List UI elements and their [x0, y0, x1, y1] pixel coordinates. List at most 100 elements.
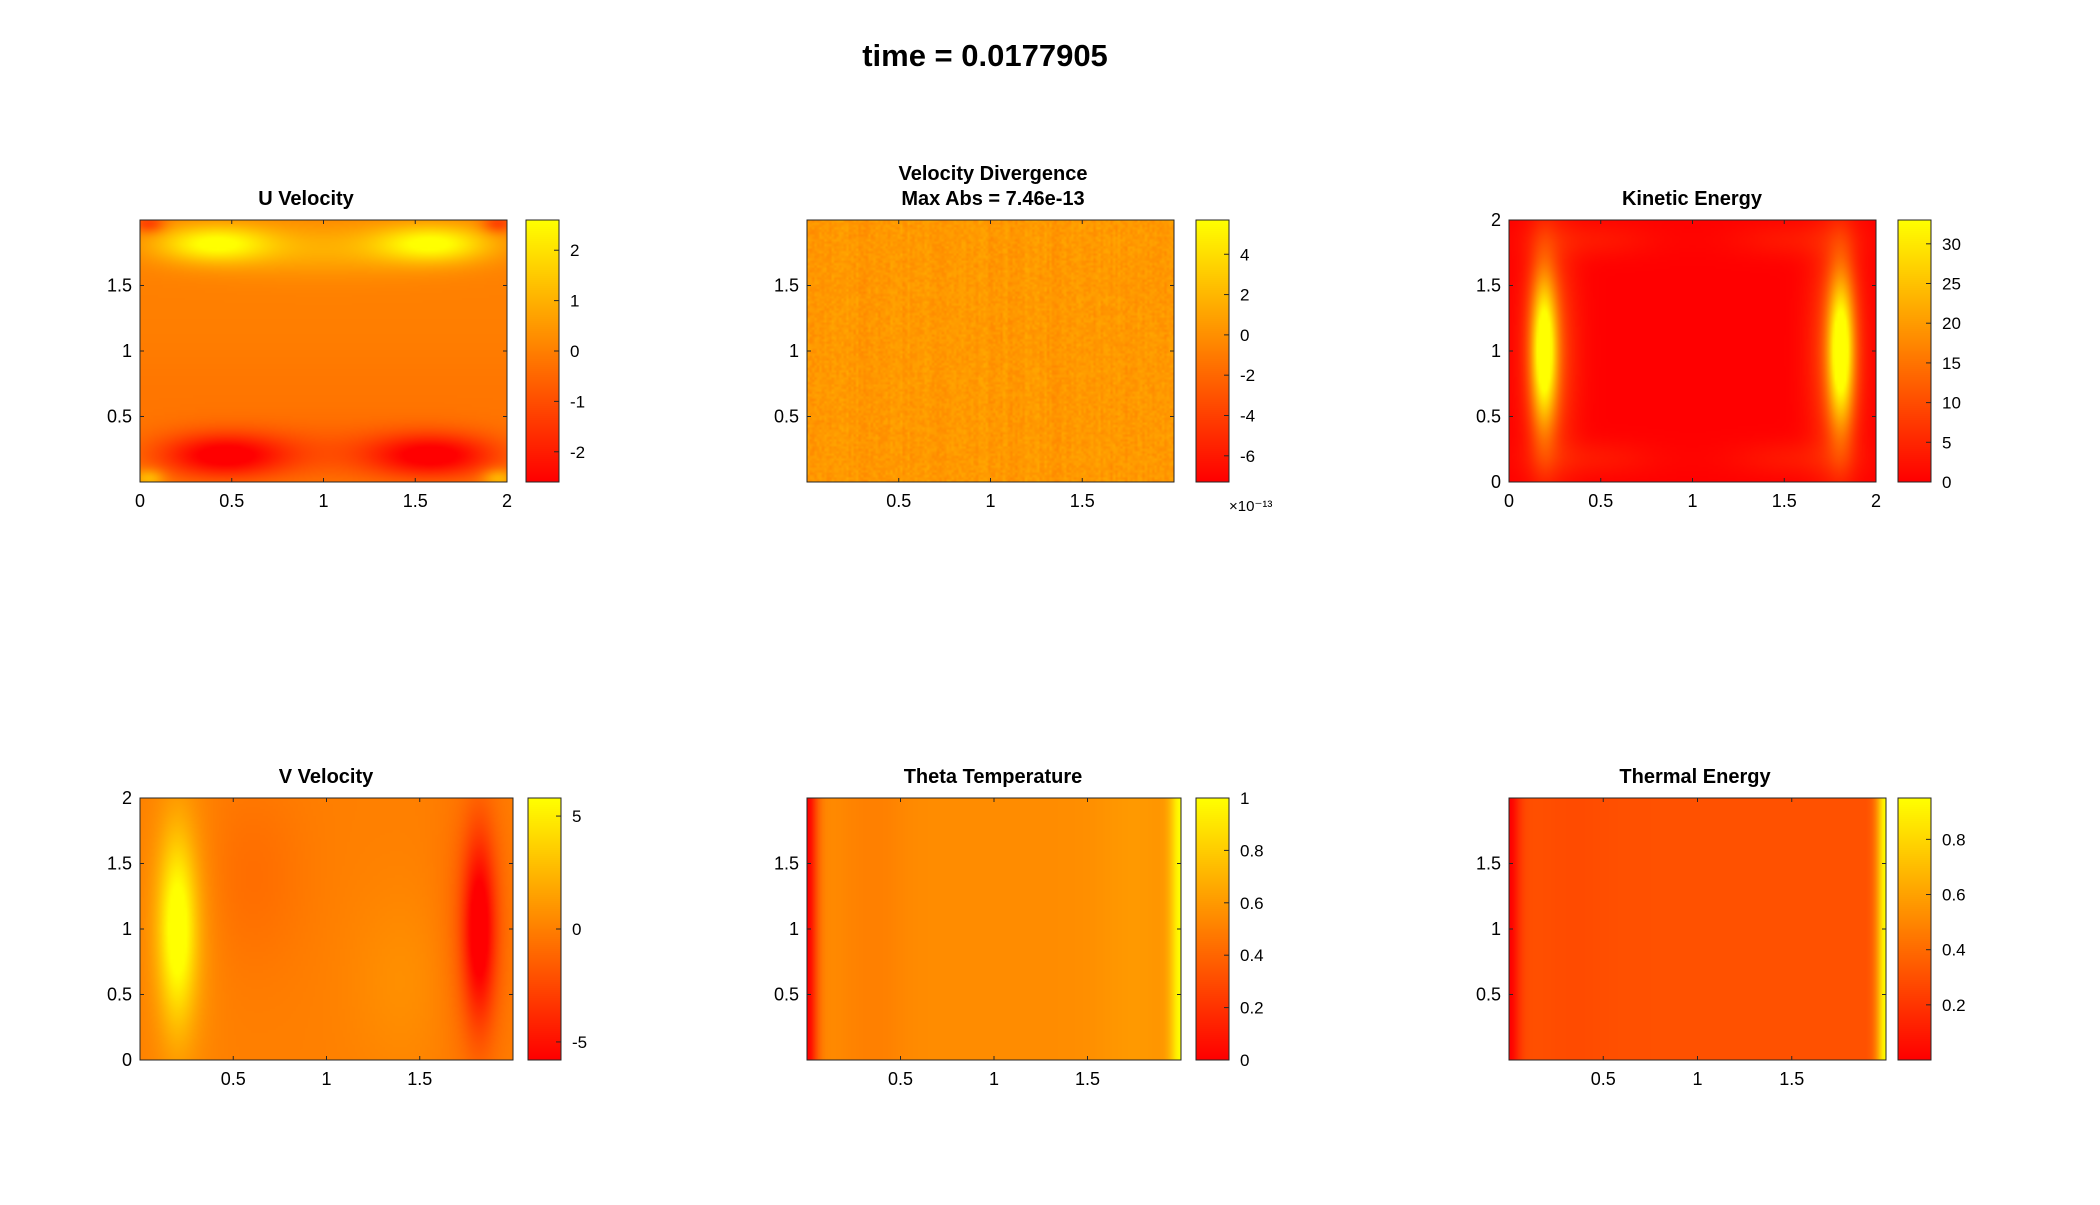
y-tick-label: 1.5 — [107, 276, 132, 296]
y-tick-label: 0.5 — [1476, 407, 1501, 427]
colorbar-box — [1897, 219, 1932, 483]
colorbar-tick-label: 30 — [1942, 235, 1961, 254]
x-tick-label: 1.5 — [1772, 491, 1797, 511]
x-tick-label: 0 — [135, 491, 145, 511]
y-tick-label: 1.5 — [107, 854, 132, 874]
colorbar-tick-label: 0.4 — [1942, 941, 1966, 960]
y-tick-label: 0.5 — [774, 985, 799, 1005]
subplot-title: Thermal Energy — [1619, 766, 1771, 788]
x-tick-label: 0.5 — [888, 1069, 913, 1089]
subplot-title: Theta Temperature — [904, 766, 1083, 788]
colorbar-tick-label: 0 — [1240, 326, 1249, 345]
colorbar — [526, 220, 559, 482]
x-tick-label: 1 — [1692, 1069, 1702, 1089]
x-tick-label: 1 — [989, 1069, 999, 1089]
x-tick-label: 1.5 — [407, 1069, 432, 1089]
colorbar-tick-label: 15 — [1942, 354, 1961, 373]
subplot-title: U Velocity — [258, 188, 354, 210]
colorbar-tick-label: 1 — [1240, 789, 1249, 808]
x-tick-label: 1 — [318, 491, 328, 511]
colorbar-tick-label: 2 — [570, 241, 579, 260]
colorbar-tick-label: -2 — [1240, 366, 1255, 385]
colorbar-tick-label: 0.4 — [1240, 946, 1264, 965]
colorbar-tick-label: 0.6 — [1240, 894, 1264, 913]
subplot-4: V Velocity 0.5 1 1.5 0 0.5 1 1.5 2 -5 0 5 — [107, 766, 587, 1089]
subplot-1: U Velocity 0 0.5 1 1.5 2 0.5 1 1.5 -2 -1 0 1 2 — [107, 188, 585, 511]
heatmap-image — [1509, 798, 1886, 1060]
x-tick-label: 0 — [1504, 491, 1514, 511]
y-tick-label: 0 — [1491, 472, 1501, 492]
colorbar-tick-label: 5 — [1942, 433, 1951, 452]
colorbar-exponent: ×10⁻¹³ — [1229, 498, 1272, 515]
colorbar-box — [1897, 797, 1932, 1061]
heatmap-image — [140, 220, 507, 482]
colorbar-tick-label: 4 — [1240, 245, 1249, 264]
colorbar-box — [1195, 219, 1230, 483]
colorbar-tick-label: 0.8 — [1942, 830, 1966, 849]
colorbar-tick-label: 2 — [1240, 286, 1249, 305]
colorbar — [1898, 220, 1931, 482]
y-tick-label: 1.5 — [1476, 276, 1501, 296]
y-tick-label: 1.5 — [774, 854, 799, 874]
colorbar-tick-label: 0.2 — [1240, 999, 1264, 1018]
colorbar-tick-label: 0 — [570, 342, 579, 361]
y-tick-label: 1 — [789, 919, 799, 939]
subplot-2: Velocity Divergence Max Abs = 7.46e-13 0.5… — [774, 163, 1272, 515]
y-tick-label: 2 — [1491, 210, 1501, 230]
y-tick-label: 1 — [789, 341, 799, 361]
x-tick-label: 0.5 — [221, 1069, 246, 1089]
y-tick-label: 2 — [122, 788, 132, 808]
x-tick-label: 1 — [321, 1069, 331, 1089]
x-tick-label: 2 — [1871, 491, 1881, 511]
subplot-title: Velocity Divergence — [899, 163, 1088, 185]
colorbar-tick-label: -1 — [570, 392, 585, 411]
colorbar — [1898, 798, 1931, 1060]
y-tick-label: 1 — [1491, 341, 1501, 361]
x-tick-label: 0.5 — [1591, 1069, 1616, 1089]
heatmap-image — [807, 798, 1181, 1060]
colorbar-tick-label: 0 — [1942, 473, 1951, 492]
y-tick-label: 1.5 — [774, 276, 799, 296]
colorbar-tick-label: 20 — [1942, 314, 1961, 333]
x-tick-label: 0.5 — [219, 491, 244, 511]
subplot-title: V Velocity — [279, 766, 374, 788]
colorbar-tick-label: -6 — [1240, 447, 1255, 466]
x-tick-label: 2 — [502, 491, 512, 511]
y-tick-label: 1 — [122, 919, 132, 939]
figure-title: time = 0.0177905 — [862, 38, 1108, 73]
subplot-5: Theta Temperature 0.5 1 1.5 0.5 1 1.5 0 0.2 0.4 0.… — [774, 766, 1264, 1089]
x-tick-label: 1 — [1687, 491, 1697, 511]
y-tick-label: 0.5 — [1476, 985, 1501, 1005]
colorbar — [528, 798, 561, 1060]
y-tick-label: 0 — [122, 1050, 132, 1070]
colorbar — [1196, 220, 1229, 482]
colorbar-box — [1195, 797, 1230, 1061]
x-tick-label: 1.5 — [1075, 1069, 1100, 1089]
y-tick-label: 0.5 — [774, 407, 799, 427]
subplot-6: Thermal Energy 0.5 1 1.5 0.5 1 1.5 0.2 0.4 0.6 0.8 — [1476, 766, 1966, 1089]
colorbar-tick-label: -2 — [570, 443, 585, 462]
colorbar-tick-label: 0 — [572, 920, 581, 939]
y-tick-label: 1 — [1491, 919, 1501, 939]
x-tick-label: 1.5 — [403, 491, 428, 511]
x-tick-label: 1.5 — [1070, 491, 1095, 511]
colorbar-tick-label: 1 — [570, 292, 579, 311]
colorbar-tick-label: -4 — [1240, 406, 1255, 425]
x-tick-label: 1.5 — [1779, 1069, 1804, 1089]
colorbar-tick-label: 0.8 — [1240, 841, 1264, 860]
colorbar-tick-label: 5 — [572, 807, 581, 826]
subplot-title: Kinetic Energy — [1622, 188, 1763, 210]
y-tick-label: 1 — [122, 341, 132, 361]
heatmap-image — [807, 220, 1174, 482]
heatmap-image — [140, 798, 513, 1060]
x-tick-label: 0.5 — [1588, 491, 1613, 511]
colorbar-tick-label: 0.6 — [1942, 886, 1966, 905]
subplot-subtitle: Max Abs = 7.46e-13 — [901, 188, 1084, 210]
x-tick-label: 1 — [985, 491, 995, 511]
y-tick-label: 0.5 — [107, 985, 132, 1005]
y-tick-label: 1.5 — [1476, 854, 1501, 874]
heatmap-image — [1509, 220, 1876, 482]
